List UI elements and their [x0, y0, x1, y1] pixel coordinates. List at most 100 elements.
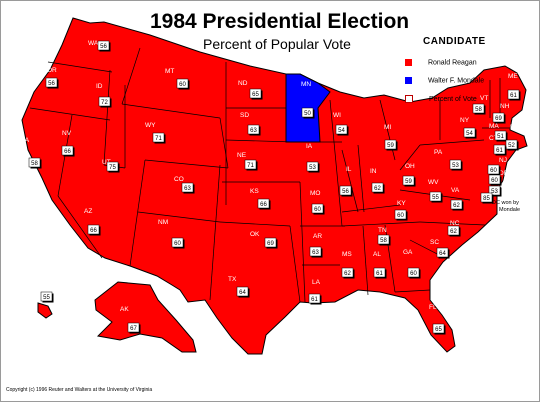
percent-box-id: 72	[98, 96, 112, 108]
state-label-sc: SC	[430, 239, 439, 246]
percent-box-va: 62	[450, 199, 464, 211]
percent-value-de: 60	[491, 178, 498, 184]
percent-value-nm: 60	[174, 241, 181, 247]
percent-value-ma: 51	[497, 134, 504, 140]
percent-box-az: 66	[87, 224, 101, 236]
state-label-ct: CT	[489, 135, 498, 142]
percent-value-il: 56	[342, 189, 349, 195]
percent-box-ct: 61	[493, 144, 507, 156]
percent-box-mo: 60	[311, 203, 325, 215]
state-label-ut: UT	[102, 159, 111, 166]
state-label-vt: VT	[480, 95, 488, 102]
state-label-nh: NH	[500, 103, 510, 110]
state-label-oh: OH	[405, 163, 415, 170]
percent-box-nj: 60	[487, 164, 501, 176]
percent-box-dc: 85	[480, 192, 494, 204]
state-label-ma: MA	[489, 123, 499, 130]
state-label-ak: AK	[120, 306, 129, 313]
percent-box-nh: 69	[492, 112, 506, 124]
percent-value-mo: 60	[314, 207, 321, 213]
percent-box-or: 56	[45, 77, 59, 89]
legend-item-percent: Percent of Vote	[405, 95, 477, 103]
percent-value-az: 66	[90, 228, 97, 234]
percent-box-me: 61	[507, 89, 521, 101]
percent-box-vt: 58	[472, 103, 486, 115]
percent-value-tn: 58	[380, 238, 387, 244]
percent-box-pa: 53	[449, 159, 463, 171]
percent-value-fl: 65	[435, 327, 442, 333]
percent-value-in: 62	[374, 186, 381, 192]
state-label-ok: OK	[250, 231, 260, 238]
percent-value-ok: 69	[267, 241, 274, 247]
state-label-wy: WY	[145, 122, 156, 129]
legend-label-reagan: Ronald Reagan	[427, 59, 477, 67]
state-label-ny: NY	[460, 117, 470, 124]
state-label-co: CO	[174, 176, 184, 183]
state-label-me: ME	[508, 73, 518, 80]
state-label-mi: MI	[384, 124, 391, 131]
percent-box-wy: 71	[152, 132, 166, 144]
state-label-az: AZ	[84, 208, 92, 215]
percent-box-wa: 56	[97, 40, 111, 52]
percent-box-al: 61	[373, 267, 387, 279]
percent-box-ms: 62	[341, 267, 355, 279]
legend-swatch-mondale	[405, 77, 412, 84]
percent-value-ny: 54	[466, 131, 473, 137]
state-label-va: VA	[451, 187, 460, 194]
percent-box-ri: 52	[505, 139, 519, 151]
state-label-nm: NM	[158, 219, 168, 226]
percent-value-id: 72	[101, 100, 108, 106]
state-label-la: LA	[312, 279, 321, 286]
percent-value-mn: 50	[304, 111, 311, 117]
state-label-wv: WV	[428, 179, 439, 186]
percent-box-wi: 54	[335, 124, 349, 136]
percent-boxes: 56 56 58 72 66 60 71 75 66 63 60 65 63 71 66 69 64 50 53 60…	[28, 40, 521, 335]
percent-box-oh: 59	[402, 175, 416, 187]
percent-value-va: 62	[453, 203, 460, 209]
percent-value-wy: 71	[155, 136, 162, 142]
percent-box-in: 62	[371, 182, 385, 194]
percent-value-sd: 63	[250, 128, 257, 134]
percent-box-tx: 64	[236, 286, 250, 298]
percent-value-md: 53	[491, 189, 498, 195]
state-label-tx: TX	[228, 276, 237, 283]
percent-value-nc: 62	[450, 229, 457, 235]
percent-value-wa: 56	[100, 44, 107, 50]
state-label-nc: NC	[450, 220, 460, 227]
state-label-mn: MN	[301, 81, 311, 88]
state-label-pa: PA	[434, 149, 443, 156]
state-label-nj: NJ	[499, 157, 507, 164]
percent-box-ny: 54	[463, 127, 477, 139]
copyright-text: Copyright (c) 1996 Reuter and Walters at…	[6, 387, 153, 393]
percent-value-pa: 53	[452, 163, 459, 169]
percent-value-me: 61	[510, 93, 517, 99]
percent-value-nj: 60	[490, 168, 497, 174]
percent-box-la: 61	[308, 293, 322, 305]
percent-box-ok: 69	[264, 237, 278, 249]
state-label-md: MD	[498, 182, 508, 189]
percent-value-nv: 66	[64, 149, 71, 155]
percent-box-wv: 55	[429, 191, 443, 203]
percent-value-oh: 59	[405, 179, 412, 185]
state-label-ia: IA	[306, 143, 313, 150]
percent-value-vt: 58	[475, 107, 482, 113]
state-label-wi: WI	[333, 112, 341, 119]
state-label-tn: TN	[378, 227, 387, 234]
percent-box-ca: 58	[28, 157, 42, 169]
state-label-il: IL	[346, 166, 352, 173]
percent-box-fl: 65	[432, 323, 446, 335]
dc-note-line2: Mondale	[499, 207, 520, 213]
percent-value-or: 56	[48, 81, 55, 87]
percent-box-sd: 63	[247, 124, 261, 136]
percent-box-md: 53	[488, 185, 502, 197]
state-label-wa: WA	[88, 40, 99, 47]
percent-value-ca: 58	[31, 161, 38, 167]
percent-box-ak: 67	[127, 322, 141, 334]
percent-value-ri: 52	[508, 143, 515, 149]
percent-box-nv: 66	[61, 145, 75, 157]
state-label-ky: KY	[397, 200, 406, 207]
percent-box-mn: 50	[301, 107, 315, 119]
percent-box-ut: 75	[106, 161, 120, 173]
percent-value-tx: 64	[239, 290, 246, 296]
alaska-shape	[94, 281, 197, 353]
